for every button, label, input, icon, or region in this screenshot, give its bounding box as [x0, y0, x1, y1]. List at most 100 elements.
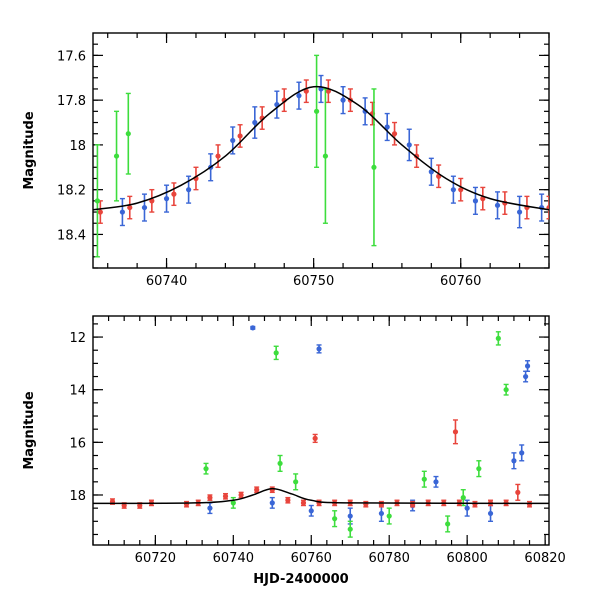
x-tick-label: 60760	[291, 551, 332, 566]
plot-frame	[92, 315, 550, 546]
x-tick-label: 60740	[146, 274, 187, 289]
y-tick-label: 12	[69, 331, 86, 346]
y-tick-label: 16	[69, 436, 86, 451]
data-point	[252, 119, 258, 126]
data-point	[386, 513, 392, 519]
data-point	[285, 497, 291, 503]
x-axis-title: HJD-2400000	[253, 572, 348, 587]
data-point	[296, 93, 302, 99]
data-point	[325, 88, 331, 94]
data-point	[137, 502, 143, 509]
model-curve	[93, 487, 549, 505]
data-point	[428, 169, 434, 175]
x-tick-label: 60800	[446, 551, 487, 566]
data-point	[119, 209, 126, 215]
data-point	[237, 133, 243, 139]
data-point	[207, 505, 213, 511]
data-point	[269, 500, 275, 506]
data-point	[409, 501, 416, 507]
model-curve	[93, 85, 549, 211]
data-point	[503, 387, 509, 393]
data-point	[273, 350, 279, 356]
data-point	[312, 435, 318, 441]
data-point	[472, 198, 479, 204]
data-layer	[93, 325, 549, 538]
data-point	[458, 187, 464, 193]
data-point	[94, 198, 101, 204]
x-tick-label: 60760	[440, 274, 481, 289]
x-tick-label: 60740	[213, 551, 254, 566]
y-axis-title: Magnitude	[22, 111, 37, 190]
data-point	[113, 153, 120, 159]
data-point	[519, 450, 525, 456]
data-point	[371, 164, 377, 170]
data-point	[254, 487, 260, 493]
y-tick-label: 18.2	[57, 184, 86, 199]
data-point	[293, 479, 299, 485]
data-point	[391, 131, 398, 137]
x-tick-label: 60750	[293, 274, 334, 289]
y-tick-label: 18	[69, 139, 86, 154]
data-point	[347, 526, 353, 532]
data-point	[452, 429, 459, 435]
data-point	[316, 346, 322, 352]
data-point	[340, 97, 346, 103]
data-point	[511, 458, 517, 464]
data-point	[300, 500, 307, 506]
data-point	[203, 466, 209, 472]
data-point	[487, 510, 494, 517]
data-point	[495, 335, 501, 341]
data-point	[230, 500, 236, 506]
data-layer	[93, 54, 549, 258]
data-point	[332, 516, 338, 522]
y-tick-label: 17.8	[57, 94, 86, 109]
data-point	[384, 124, 390, 130]
y-tick-label: 18.4	[57, 228, 86, 243]
data-point	[171, 191, 177, 197]
data-point	[421, 476, 427, 482]
data-point	[433, 479, 439, 485]
data-point	[378, 510, 385, 517]
data-point	[476, 466, 482, 472]
data-point	[207, 495, 213, 501]
x-tick-label: 60820	[524, 551, 565, 566]
data-point	[97, 209, 103, 215]
y-tick-label: 17.6	[57, 49, 86, 64]
plot-frame	[92, 32, 550, 269]
data-point	[222, 493, 229, 499]
y-axis-title: Magnitude	[22, 391, 37, 470]
data-point	[277, 460, 283, 467]
x-tick-label: 60780	[369, 551, 410, 566]
data-point	[125, 131, 131, 137]
data-point	[515, 489, 521, 495]
data-point	[450, 187, 456, 193]
data-point	[406, 142, 412, 148]
data-point	[464, 505, 470, 511]
data-point	[250, 325, 256, 331]
data-point	[445, 521, 451, 527]
data-point	[523, 373, 529, 380]
data-point	[347, 513, 353, 519]
data-point	[269, 487, 275, 493]
data-point	[230, 137, 236, 144]
data-point	[141, 204, 148, 211]
data-point	[127, 204, 133, 211]
data-point	[516, 209, 523, 215]
data-point	[460, 495, 466, 501]
data-point	[303, 88, 309, 94]
bottom-panel-full: 60720 60740 60760 60780 60800 60820 12 14 16 18 Ma…	[22, 315, 566, 587]
data-point	[526, 501, 533, 507]
data-point	[494, 202, 501, 208]
y-tick-label: 14	[69, 384, 86, 399]
data-point	[163, 196, 170, 202]
data-point	[524, 363, 531, 369]
data-point	[121, 502, 127, 509]
data-point	[322, 153, 329, 159]
data-point	[238, 492, 244, 498]
data-point	[308, 508, 314, 514]
data-point	[186, 187, 192, 193]
y-tick-label: 18	[69, 489, 86, 504]
data-point	[313, 108, 320, 114]
data-point	[215, 153, 221, 159]
